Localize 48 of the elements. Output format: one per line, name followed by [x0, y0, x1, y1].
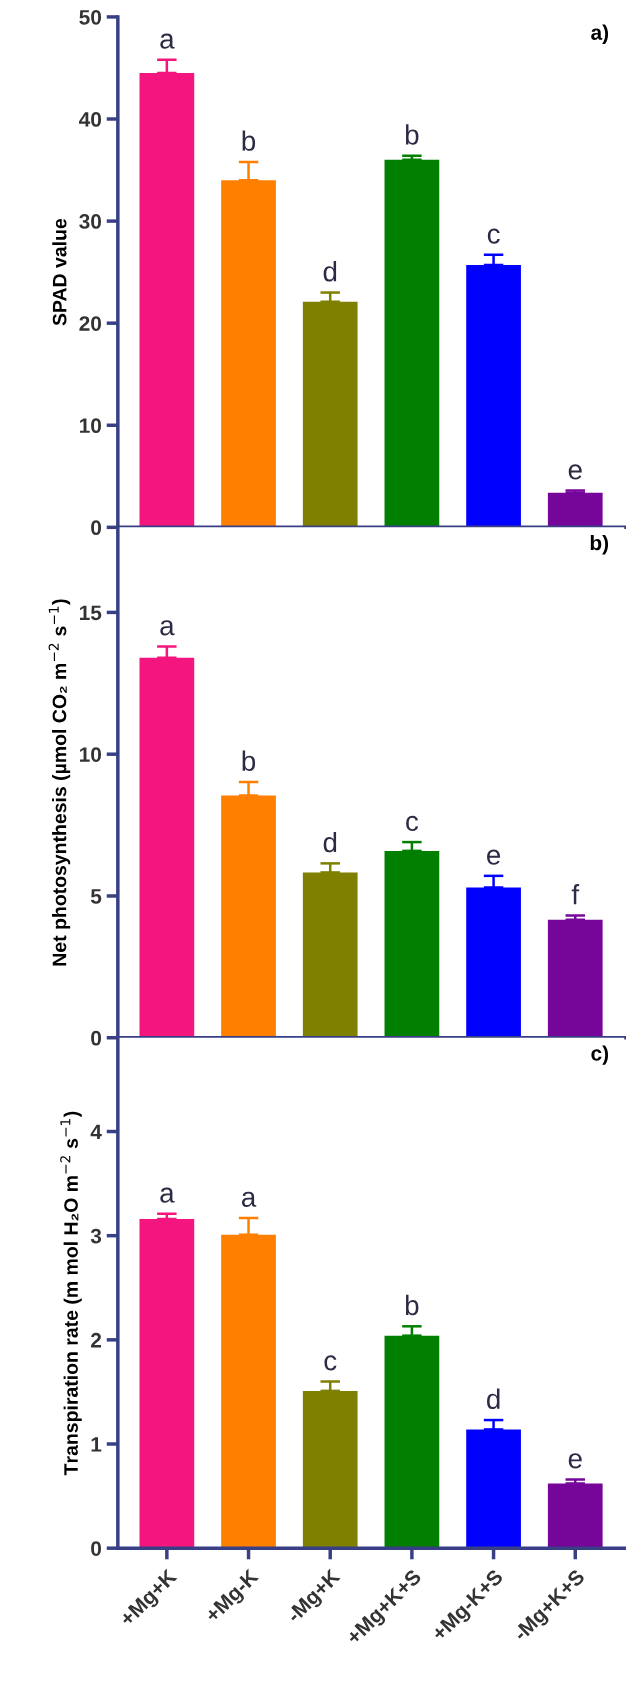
- chart-title: a): [591, 24, 609, 44]
- annotation: b: [405, 1294, 419, 1316]
- y-tick-label: 10: [80, 418, 102, 434]
- bar: [221, 1234, 276, 1549]
- y-tick-label: 0: [91, 1541, 102, 1556]
- bar: [302, 301, 358, 528]
- bar: [221, 795, 276, 1038]
- annotation: b: [405, 124, 419, 145]
- y-axis-title: Transpiration rate (m mol H₂O m$^{−2}$ s$^{−1}$): [60, 1111, 82, 1476]
- y-tick-label: 0: [91, 1030, 102, 1046]
- y-axis-title: Net photosynthesis (µmol CO₂ m$^{−2}$ s$^{−1}$): [48, 599, 71, 966]
- annotation: e: [568, 1453, 582, 1469]
- chart-title: b): [590, 535, 609, 555]
- y-tick-label: 50: [79, 9, 102, 25]
- annotation: c: [406, 815, 419, 832]
- bar: [384, 1335, 440, 1549]
- annotation: b: [242, 130, 256, 151]
- bar: [139, 1219, 195, 1549]
- y-axis-title: SPAD value: [52, 218, 67, 326]
- y-tick-label: 10: [80, 747, 102, 762]
- bar: [547, 1483, 603, 1549]
- annotation: a: [160, 33, 175, 49]
- annotation: c: [487, 228, 500, 244]
- bar: [384, 159, 440, 528]
- y-tick-label: 0: [91, 520, 102, 536]
- y-tick-label: 4: [90, 1124, 102, 1140]
- y-tick-label: 5: [90, 889, 102, 904]
- annotation: f: [571, 884, 580, 905]
- y-tick-label: 40: [79, 112, 102, 127]
- annotation: e: [487, 849, 501, 865]
- annotation: c: [324, 1355, 337, 1371]
- annotation: d: [323, 261, 337, 282]
- annotation: a: [160, 1187, 175, 1203]
- chart-title: c): [591, 1045, 609, 1065]
- annotation: a: [160, 620, 175, 636]
- y-tick-label: 30: [79, 214, 102, 229]
- annotation: b: [242, 750, 256, 771]
- bar: [547, 919, 603, 1038]
- annotation: d: [323, 831, 337, 853]
- annotation: e: [568, 464, 582, 480]
- y-tick-label: 20: [79, 316, 102, 331]
- y-tick-label: 1: [91, 1437, 102, 1452]
- annotation: a: [241, 1191, 257, 1207]
- y-tick-label: 3: [90, 1228, 102, 1244]
- annotation: d: [487, 1388, 500, 1410]
- y-tick-label: 15: [80, 605, 102, 621]
- y-tick-label: 2: [91, 1332, 102, 1348]
- bar: [547, 492, 603, 528]
